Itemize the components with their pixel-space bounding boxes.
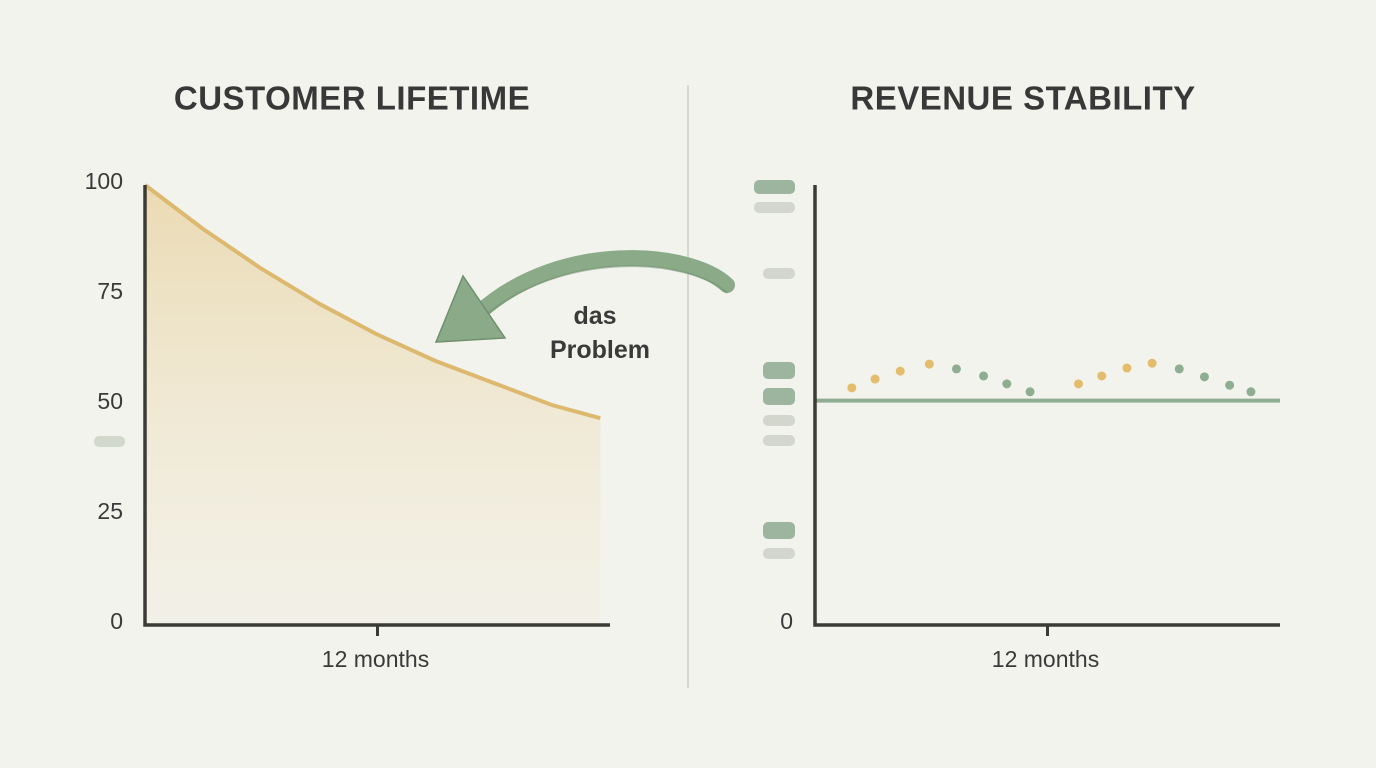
point — [979, 371, 989, 381]
x-tick-label: 12 months — [322, 646, 429, 672]
annotation: das Problem — [550, 302, 650, 364]
placeholder — [754, 180, 795, 194]
area-line — [143, 183, 601, 421]
chart-title: CUSTOMER LIFETIME — [174, 80, 530, 117]
chart-title: REVENUE STABILITY — [850, 80, 1195, 117]
placeholder — [763, 435, 795, 446]
point — [1025, 387, 1035, 397]
area-fill — [145, 185, 601, 625]
arrow — [434, 250, 735, 343]
point — [924, 359, 934, 369]
annotation-line: das — [573, 302, 616, 330]
y-tick-label: 25 — [97, 498, 123, 524]
point — [1199, 372, 1209, 382]
placeholder — [763, 522, 795, 539]
axes — [143, 185, 610, 627]
placeholder — [94, 436, 125, 447]
point — [1002, 379, 1012, 389]
y-tick-label: 75 — [97, 278, 123, 304]
placeholder — [763, 268, 795, 279]
arrow-shadow — [479, 265, 728, 321]
point — [1174, 364, 1184, 374]
placeholder — [763, 388, 795, 405]
placeholder — [763, 362, 795, 379]
annotation-line: Problem — [550, 336, 650, 364]
point — [1097, 371, 1107, 381]
point — [1122, 363, 1132, 373]
point — [1225, 380, 1235, 390]
arrow-head — [434, 274, 507, 343]
y-tick-label: 0 — [110, 608, 123, 634]
y-tick-label: 0 — [780, 608, 793, 634]
point — [1246, 387, 1256, 397]
y-tick-label: 100 — [85, 168, 123, 194]
point — [951, 364, 961, 374]
x-tick-label: 12 months — [992, 646, 1099, 672]
point — [1074, 379, 1083, 389]
axes — [813, 185, 1280, 627]
point — [870, 374, 880, 384]
point — [847, 383, 857, 393]
placeholder — [754, 202, 795, 213]
point — [895, 366, 905, 376]
point — [1147, 358, 1157, 368]
placeholder — [763, 548, 795, 559]
arrow-shaft — [472, 250, 735, 320]
y-tick-label: 50 — [97, 388, 123, 414]
placeholder — [763, 415, 795, 426]
placeholder-ticks — [94, 180, 795, 559]
